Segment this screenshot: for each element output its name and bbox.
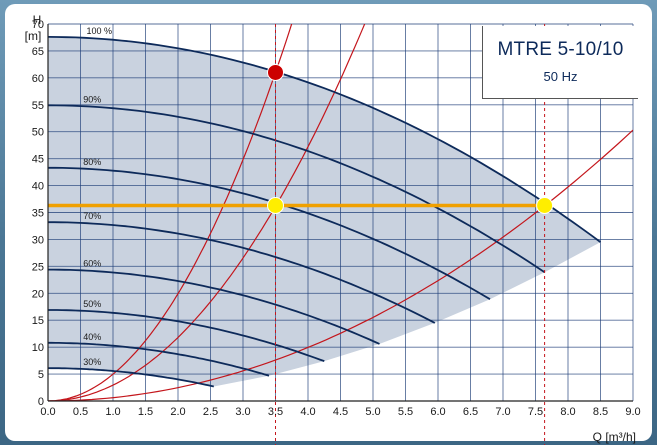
- x-axis-label: Q [m³/h]: [593, 430, 636, 444]
- duty-point: [267, 196, 284, 214]
- x-tick-label: 4.5: [333, 406, 348, 418]
- speed-curve-label: 80%: [83, 157, 101, 167]
- y-tick-label: 0: [38, 396, 44, 408]
- y-tick-label: 55: [32, 100, 44, 112]
- x-tick-label: 8.5: [593, 406, 608, 418]
- y-tick-label: 20: [32, 288, 44, 300]
- x-tick-label: 5.5: [398, 406, 413, 418]
- y-axis-symbol: H: [33, 13, 42, 27]
- x-tick-label: 0.5: [73, 406, 88, 418]
- y-tick-label: 30: [32, 234, 44, 246]
- y-tick-label: 45: [32, 154, 44, 166]
- system-curve-2: [48, 24, 366, 401]
- system-curve-1: [48, 24, 293, 401]
- x-tick-label: 2.0: [170, 406, 185, 418]
- duty-point: [536, 196, 554, 214]
- speed-curve-label: 100 %: [87, 26, 113, 36]
- y-tick-label: 40: [32, 181, 44, 193]
- title-box: MTRE 5-10/10 50 Hz: [482, 26, 638, 99]
- y-tick-label: 65: [32, 46, 44, 58]
- speed-curve-label: 70%: [83, 211, 101, 221]
- speed-curve-2: [47, 104, 546, 274]
- y-axis-unit: [m]: [25, 29, 42, 43]
- y-tick-label: 10: [32, 342, 44, 354]
- speed-curve-4: [48, 221, 436, 324]
- x-tick-label: 6.0: [430, 406, 445, 418]
- speed-curve-label: 30%: [83, 357, 101, 367]
- speed-curve-6: [48, 309, 325, 362]
- chart-title: MTRE 5-10/10: [497, 39, 624, 60]
- x-tick-label: 4.0: [300, 406, 315, 418]
- speed-curve-8: [47, 367, 214, 388]
- x-tick-label: 0.0: [40, 406, 55, 418]
- y-tick-label: 70: [32, 19, 44, 31]
- speed-curve-1: [47, 36, 602, 243]
- x-tick-label: 7.5: [528, 406, 543, 418]
- x-tick-label: 1.5: [138, 406, 153, 418]
- x-tick-label: 2.5: [203, 406, 218, 418]
- y-tick-label: 50: [32, 127, 44, 139]
- speed-curve-label: 40%: [83, 332, 101, 342]
- speed-curve-5: [48, 268, 380, 345]
- x-tick-label: 8.0: [560, 406, 575, 418]
- y-tick-label: 25: [32, 261, 44, 273]
- x-tick-label: 3.0: [235, 406, 250, 418]
- y-tick-label: 35: [32, 208, 44, 220]
- x-tick-label: 3.5: [268, 406, 283, 418]
- x-tick-label: 9.0: [625, 406, 640, 418]
- speed-curve-label: 60%: [83, 259, 101, 269]
- speed-curve-label: 90%: [83, 94, 101, 104]
- x-tick-label: 6.5: [463, 406, 478, 418]
- x-tick-label: 5.0: [365, 406, 380, 418]
- x-tick-label: 7.0: [495, 406, 510, 418]
- speed-curve-label: 50%: [83, 299, 101, 309]
- y-tick-label: 60: [32, 73, 44, 85]
- operating-area: [48, 36, 601, 387]
- system-curve-3: [48, 129, 633, 401]
- speed-curve-7: [48, 341, 270, 377]
- y-tick-label: 5: [38, 369, 44, 381]
- x-tick-label: 1.0: [105, 406, 120, 418]
- chart-subtitle: 50 Hz: [543, 69, 578, 84]
- y-tick-label: 15: [32, 315, 44, 327]
- duty-point: [267, 63, 284, 81]
